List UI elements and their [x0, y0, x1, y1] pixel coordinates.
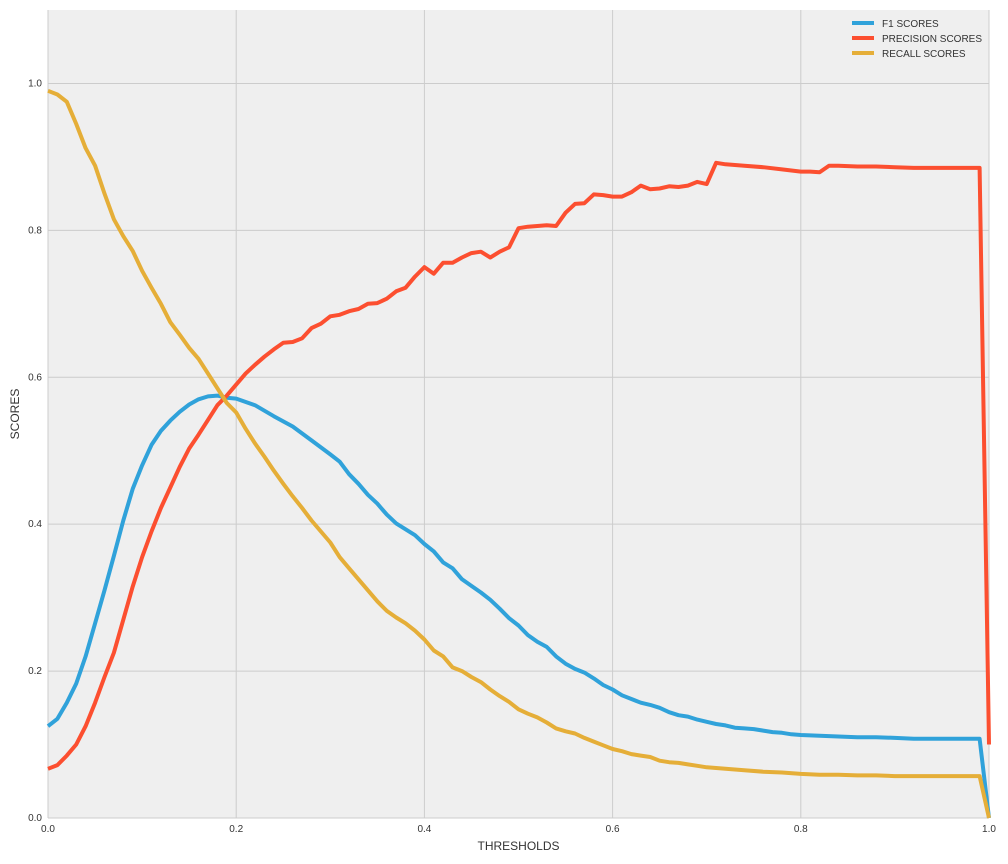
x-tick-label: 0.0: [41, 824, 55, 835]
y-axis-title: SCORES: [8, 389, 22, 440]
y-tick-label: 1.0: [28, 78, 42, 89]
grid-lines: [47, 10, 990, 819]
series-lines: [46, 88, 991, 819]
legend-label: PRECISION SCORES: [882, 34, 982, 45]
series-line-0: [46, 393, 991, 819]
plot-area: [48, 10, 989, 818]
series-line-2: [47, 88, 991, 819]
x-tick-label: 0.8: [794, 824, 808, 835]
y-tick-label: 0.2: [28, 666, 42, 677]
y-tick-label: 0.8: [28, 225, 42, 236]
x-tick-label: 1.0: [982, 824, 996, 835]
y-tick-label: 0.6: [28, 372, 42, 383]
x-axis-title: THRESHOLDS: [477, 839, 559, 853]
y-tick-label: 0.0: [28, 813, 42, 824]
x-tick-label: 0.6: [606, 824, 620, 835]
legend-label: RECALL SCORES: [882, 49, 966, 60]
legend-label: F1 SCORES: [882, 19, 939, 30]
x-axis-ticks: 0.0 0.2 0.4 0.6 0.8 1.0: [41, 824, 996, 835]
y-tick-label: 0.4: [28, 519, 42, 530]
series-line-1: [47, 160, 991, 771]
y-axis-ticks: 0.0 0.2 0.4 0.6 0.8 1.0: [28, 78, 42, 824]
legend: F1 SCORES PRECISION SCORES RECALL SCORES: [852, 19, 982, 60]
x-tick-label: 0.2: [229, 824, 243, 835]
x-tick-label: 0.4: [417, 824, 431, 835]
